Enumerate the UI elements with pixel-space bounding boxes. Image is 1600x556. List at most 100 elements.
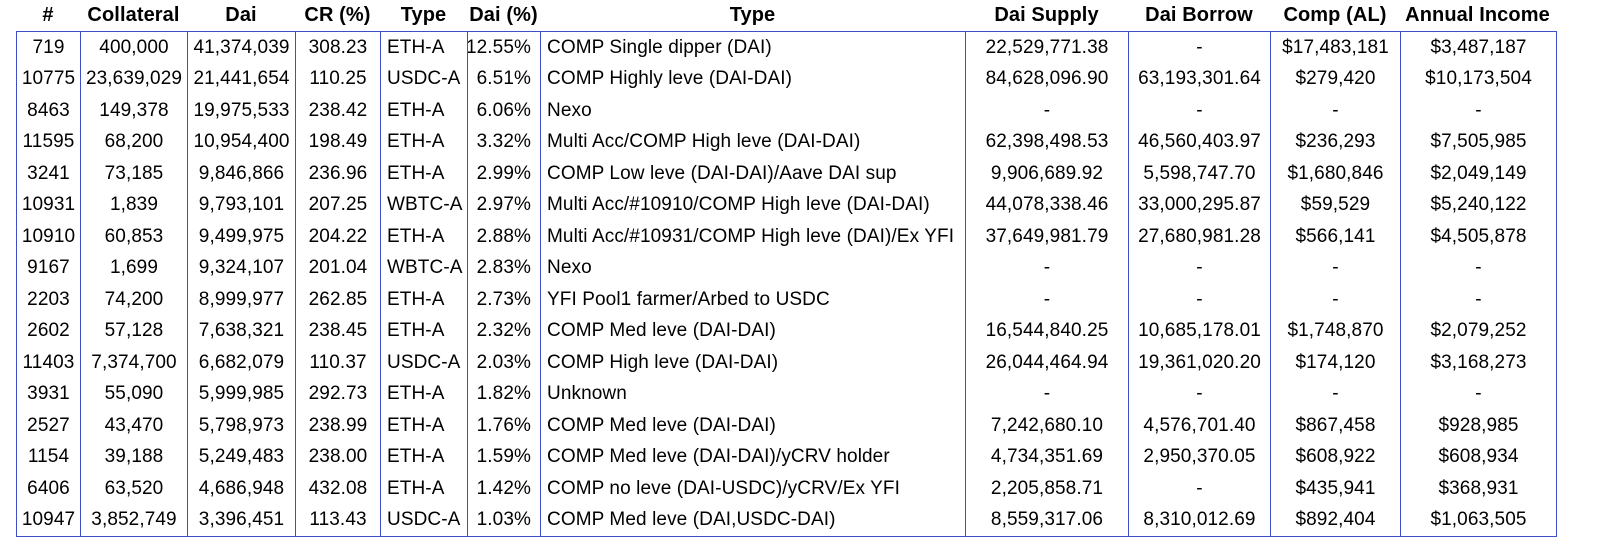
table-row: 9167 1,699 9,324,107 201.04 WBTC-A 2.83% Nexo -… bbox=[17, 252, 1556, 284]
table-cell: 2.03% bbox=[468, 347, 541, 379]
table-cell: 236.96 bbox=[296, 158, 381, 190]
table-cell: - bbox=[1271, 95, 1401, 127]
table-cell: 10931 bbox=[17, 189, 81, 221]
table-cell: 207.25 bbox=[296, 189, 381, 221]
table-cell: 2.32% bbox=[468, 315, 541, 347]
table-cell: 4,686,948 bbox=[188, 473, 296, 505]
table-cell: 2602 bbox=[17, 315, 81, 347]
table-cell: ETH-A bbox=[381, 284, 468, 316]
table-cell: 1.76% bbox=[468, 410, 541, 442]
column-header: Dai Borrow bbox=[1145, 4, 1253, 26]
table-cell: ETH-A bbox=[381, 32, 468, 64]
table-cell: 7,374,700 bbox=[81, 347, 188, 379]
table-cell: 57,128 bbox=[81, 315, 188, 347]
table-cell: 2.99% bbox=[468, 158, 541, 190]
table-row: 10775 23,639,029 21,441,654 110.25 USDC-A 6.5… bbox=[17, 63, 1556, 95]
table-cell: 10775 bbox=[17, 63, 81, 95]
table-cell: WBTC-A bbox=[381, 189, 468, 221]
table-cell: 198.49 bbox=[296, 126, 381, 158]
table-cell: 113.43 bbox=[296, 504, 381, 536]
table-cell: 3241 bbox=[17, 158, 81, 190]
table-cell: 46,560,403.97 bbox=[1129, 126, 1271, 158]
table-cell: 1.82% bbox=[468, 378, 541, 410]
table-cell: 1154 bbox=[17, 441, 81, 473]
table-cell: 238.99 bbox=[296, 410, 381, 442]
table-cell: ETH-A bbox=[381, 126, 468, 158]
table-cell: - bbox=[966, 378, 1129, 410]
table-cell: Unknown bbox=[541, 378, 966, 410]
table-cell: $1,680,846 bbox=[1271, 158, 1401, 190]
table-cell: 19,975,533 bbox=[188, 95, 296, 127]
table-row: 6406 63,520 4,686,948 432.08 ETH-A 1.42% COMP … bbox=[17, 473, 1556, 505]
table-cell: $7,505,985 bbox=[1430, 131, 1527, 153]
table-cell: 4,576,701.40 bbox=[1129, 410, 1271, 442]
table-cell: - bbox=[1129, 284, 1271, 316]
table-cell: 1.03% bbox=[468, 504, 541, 536]
table-cell: Multi Acc/COMP High leve (DAI-DAI) bbox=[541, 126, 966, 158]
table-cell: 2.73% bbox=[468, 284, 541, 316]
table-cell: - bbox=[1475, 257, 1482, 279]
table-row: 11403 7,374,700 6,682,079 110.37 USDC-A 2.03%… bbox=[17, 347, 1556, 379]
table-cell: 2,205,858.71 bbox=[966, 473, 1129, 505]
table-cell: USDC-A bbox=[381, 504, 468, 536]
table-cell: 8,999,977 bbox=[188, 284, 296, 316]
column-header: Dai bbox=[225, 4, 257, 26]
table-cell: YFI Pool1 farmer/Arbed to USDC bbox=[541, 284, 966, 316]
table-cell: 41,374,039 bbox=[188, 32, 296, 64]
column-header: Dai Supply bbox=[994, 4, 1099, 26]
column-header: Comp (AL) bbox=[1283, 4, 1387, 26]
table-row: 2602 57,128 7,638,321 238.45 ETH-A 2.32% COMP … bbox=[17, 315, 1556, 347]
table-cell: $435,941 bbox=[1271, 473, 1401, 505]
table-cell: ETH-A bbox=[381, 441, 468, 473]
table-cell: 6406 bbox=[17, 473, 81, 505]
column-header: Dai (%) bbox=[469, 4, 538, 26]
table-cell: - bbox=[966, 284, 1129, 316]
table-cell: Nexo bbox=[541, 95, 966, 127]
table-cell: $174,120 bbox=[1271, 347, 1401, 379]
table-cell: 44,078,338.46 bbox=[966, 189, 1129, 221]
table-cell: ETH-A bbox=[381, 315, 468, 347]
table-cell: 9167 bbox=[17, 252, 81, 284]
table-cell: 16,544,840.25 bbox=[966, 315, 1129, 347]
table-cell: $5,240,122 bbox=[1430, 194, 1527, 216]
table-cell: 3,852,749 bbox=[81, 504, 188, 536]
column-header: Type bbox=[729, 4, 776, 26]
table-cell: - bbox=[966, 252, 1129, 284]
table-cell: 11595 bbox=[17, 126, 81, 158]
table-cell: 6,682,079 bbox=[188, 347, 296, 379]
table-cell: 9,499,975 bbox=[188, 221, 296, 253]
column-header: CR (%) bbox=[304, 4, 371, 26]
table-cell: 63,193,301.64 bbox=[1129, 63, 1271, 95]
table-cell: 238.45 bbox=[296, 315, 381, 347]
table-cell: COMP Highly leve (DAI-DAI) bbox=[541, 63, 966, 95]
table-cell: 1.59% bbox=[468, 441, 541, 473]
table-cell: $928,985 bbox=[1438, 414, 1519, 436]
table-cell: 2,950,370.05 bbox=[1129, 441, 1271, 473]
table-cell: 6.06% bbox=[468, 95, 541, 127]
table-cell: - bbox=[1271, 252, 1401, 284]
table-row: 10910 60,853 9,499,975 204.22 ETH-A 2.88% Mult… bbox=[17, 221, 1556, 253]
table-cell: 2.97% bbox=[468, 189, 541, 221]
table-cell: 5,999,985 bbox=[188, 378, 296, 410]
table-cell: 19,361,020.20 bbox=[1129, 347, 1271, 379]
table-cell: 10910 bbox=[17, 221, 81, 253]
table-cell: WBTC-A bbox=[381, 252, 468, 284]
table-cell: COMP Low leve (DAI-DAI)/Aave DAI sup bbox=[541, 158, 966, 190]
table-cell: 4,734,351.69 bbox=[966, 441, 1129, 473]
table-cell: ETH-A bbox=[381, 378, 468, 410]
table-cell: 23,639,029 bbox=[81, 63, 188, 95]
table-row: 2527 43,470 5,798,973 238.99 ETH-A 1.76% COMP … bbox=[17, 410, 1556, 442]
table-cell: ETH-A bbox=[381, 158, 468, 190]
table-cell: - bbox=[1129, 473, 1271, 505]
table-cell: $892,404 bbox=[1271, 504, 1401, 536]
table-cell: $608,934 bbox=[1438, 446, 1519, 468]
table-cell: Multi Acc/#10931/COMP High leve (DAI)/Ex… bbox=[541, 221, 966, 253]
table-cell: 110.37 bbox=[296, 347, 381, 379]
table-row: 1154 39,188 5,249,483 238.00 ETH-A 1.59% COMP … bbox=[17, 441, 1556, 473]
column-header: Collateral bbox=[87, 4, 180, 26]
table-row: 719 400,000 41,374,039 308.23 ETH-A 12.55% COM… bbox=[17, 32, 1556, 64]
table-cell: 63,520 bbox=[81, 473, 188, 505]
table-cell: 12.55% bbox=[468, 32, 541, 64]
table-cell: 238.00 bbox=[296, 441, 381, 473]
table-cell: $4,505,878 bbox=[1430, 225, 1527, 247]
